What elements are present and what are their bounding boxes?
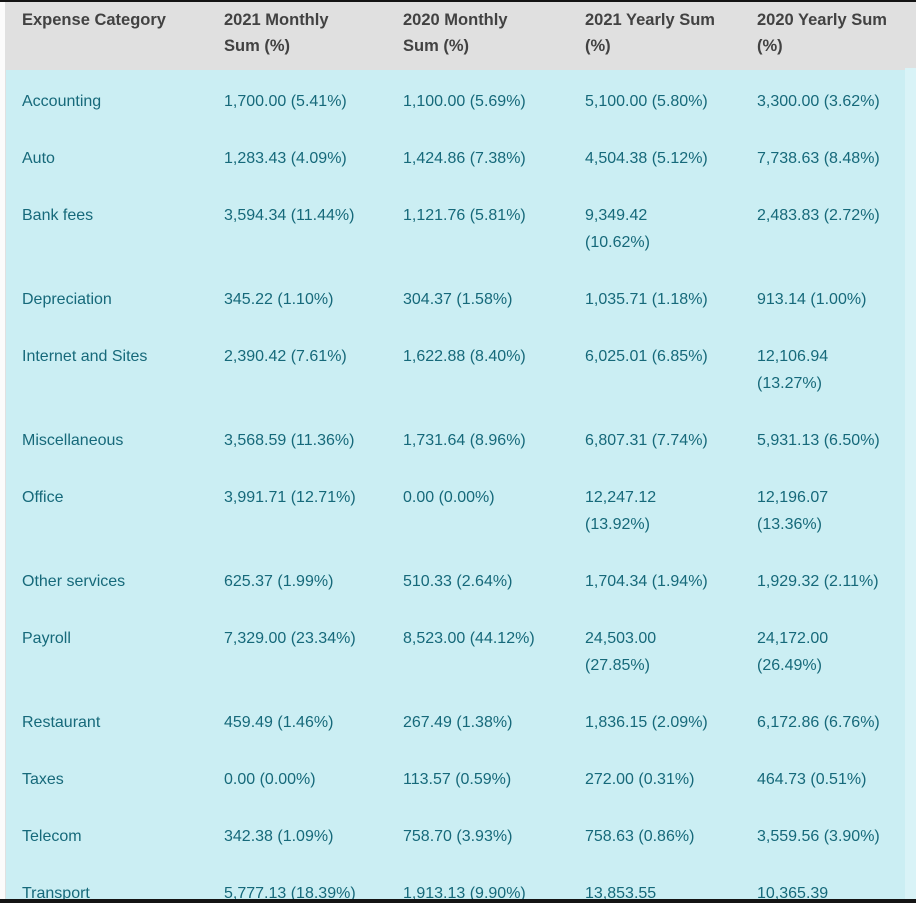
column-header-2020-monthly-sum: 2020 Monthly Sum (%) bbox=[403, 11, 508, 55]
cell-2021-yearly-sum: 5,100.00 (5.80%) bbox=[585, 93, 708, 110]
cell-expense-category: Internet and Sites bbox=[22, 348, 148, 365]
bottom-edge-bar bbox=[0, 899, 916, 903]
cell-2021-yearly-sum: 9,349.42 (10.62%) bbox=[585, 207, 650, 251]
cell-2021-monthly-sum: 3,991.71 (12.71%) bbox=[224, 489, 356, 506]
cell-2020-monthly-sum: 1,424.86 (7.38%) bbox=[403, 150, 526, 167]
table-row: Other services 625.37 (1.99%) 510.33 (2.… bbox=[6, 550, 916, 607]
cell-2020-yearly-sum: 5,931.13 (6.50%) bbox=[757, 432, 880, 449]
table-row: Depreciation 345.22 (1.10%) 304.37 (1.58… bbox=[6, 268, 916, 325]
cell-2020-monthly-sum: 1,731.64 (8.96%) bbox=[403, 432, 526, 449]
table-header-row: Expense Category 2021 Monthly Sum (%) 20… bbox=[6, 2, 916, 70]
cell-expense-category: Office bbox=[22, 489, 64, 506]
cell-2021-monthly-sum: 3,568.59 (11.36%) bbox=[224, 432, 355, 449]
table-row: Accounting 1,700.00 (5.41%) 1,100.00 (5.… bbox=[6, 70, 916, 127]
cell-2020-monthly-sum: 1,622.88 (8.40%) bbox=[403, 348, 526, 365]
cell-2021-yearly-sum: 1,704.34 (1.94%) bbox=[585, 573, 708, 590]
right-gutter bbox=[905, 68, 916, 899]
table-row: Transport 5,777.13 (18.39%) 1,913.13 (9.… bbox=[6, 862, 916, 903]
cell-2020-yearly-sum: 3,559.56 (3.90%) bbox=[757, 828, 880, 845]
cell-2020-monthly-sum: 267.49 (1.38%) bbox=[403, 714, 513, 731]
cell-expense-category: Depreciation bbox=[22, 291, 112, 308]
cell-2021-monthly-sum: 625.37 (1.99%) bbox=[224, 573, 334, 590]
cell-expense-category: Other services bbox=[22, 573, 126, 590]
cell-2021-monthly-sum: 459.49 (1.46%) bbox=[224, 714, 334, 731]
cell-expense-category: Accounting bbox=[22, 93, 102, 110]
table-body: Accounting 1,700.00 (5.41%) 1,100.00 (5.… bbox=[6, 70, 916, 903]
table-row: Internet and Sites 2,390.42 (7.61%) 1,62… bbox=[6, 325, 916, 409]
table-row: Bank fees 3,594.34 (11.44%) 1,121.76 (5.… bbox=[6, 184, 916, 268]
cell-2021-yearly-sum: 24,503.00 (27.85%) bbox=[585, 630, 657, 674]
cell-expense-category: Bank fees bbox=[22, 207, 94, 224]
cell-2021-monthly-sum: 0.00 (0.00%) bbox=[224, 771, 316, 788]
cell-2020-yearly-sum: 1,929.32 (2.11%) bbox=[757, 573, 879, 590]
cell-2021-yearly-sum: 6,807.31 (7.74%) bbox=[585, 432, 708, 449]
left-gutter bbox=[0, 2, 5, 899]
cell-2021-yearly-sum: 272.00 (0.31%) bbox=[585, 771, 695, 788]
cell-2020-monthly-sum: 1,913.13 (9.90%) bbox=[403, 885, 526, 902]
expense-table: Expense Category 2021 Monthly Sum (%) 20… bbox=[5, 2, 916, 903]
cell-expense-category: Transport bbox=[22, 885, 90, 902]
cell-expense-category: Miscellaneous bbox=[22, 432, 124, 449]
column-header-2020-yearly-sum: 2020 Yearly Sum (%) bbox=[757, 11, 887, 55]
column-header-expense-category: Expense Category bbox=[22, 11, 166, 29]
cell-2020-monthly-sum: 1,121.76 (5.81%) bbox=[403, 207, 526, 224]
cell-2020-yearly-sum: 913.14 (1.00%) bbox=[757, 291, 867, 308]
cell-2021-monthly-sum: 342.38 (1.09%) bbox=[224, 828, 334, 845]
cell-2020-yearly-sum: 12,196.07 (13.36%) bbox=[757, 489, 829, 533]
cell-2020-monthly-sum: 1,100.00 (5.69%) bbox=[403, 93, 526, 110]
cell-2020-yearly-sum: 12,106.94 (13.27%) bbox=[757, 348, 829, 392]
cell-2021-monthly-sum: 1,700.00 (5.41%) bbox=[224, 93, 347, 110]
cell-expense-category: Restaurant bbox=[22, 714, 101, 731]
cell-2021-monthly-sum: 1,283.43 (4.09%) bbox=[224, 150, 347, 167]
cell-2020-monthly-sum: 8,523.00 (44.12%) bbox=[403, 630, 535, 647]
cell-2021-monthly-sum: 345.22 (1.10%) bbox=[224, 291, 334, 308]
cell-2021-yearly-sum: 4,504.38 (5.12%) bbox=[585, 150, 708, 167]
cell-expense-category: Payroll bbox=[22, 630, 71, 647]
cell-expense-category: Telecom bbox=[22, 828, 82, 845]
cell-2021-yearly-sum: 1,836.15 (2.09%) bbox=[585, 714, 708, 731]
cell-2021-monthly-sum: 2,390.42 (7.61%) bbox=[224, 348, 347, 365]
table-row: Payroll 7,329.00 (23.34%) 8,523.00 (44.1… bbox=[6, 607, 916, 691]
cell-2021-yearly-sum: 758.63 (0.86%) bbox=[585, 828, 695, 845]
cell-2020-monthly-sum: 113.57 (0.59%) bbox=[403, 771, 512, 788]
cell-2021-yearly-sum: 1,035.71 (1.18%) bbox=[585, 291, 708, 308]
cell-2021-monthly-sum: 3,594.34 (11.44%) bbox=[224, 207, 355, 224]
cell-2020-yearly-sum: 3,300.00 (3.62%) bbox=[757, 93, 880, 110]
cell-2020-monthly-sum: 510.33 (2.64%) bbox=[403, 573, 513, 590]
cell-2021-monthly-sum: 5,777.13 (18.39%) bbox=[224, 885, 356, 902]
cell-2020-yearly-sum: 2,483.83 (2.72%) bbox=[757, 207, 880, 224]
cell-2020-monthly-sum: 304.37 (1.58%) bbox=[403, 291, 513, 308]
cell-2021-yearly-sum: 12,247.12 (13.92%) bbox=[585, 489, 657, 533]
cell-expense-category: Taxes bbox=[22, 771, 64, 788]
cell-2020-yearly-sum: 24,172.00 (26.49%) bbox=[757, 630, 829, 674]
cell-2020-monthly-sum: 758.70 (3.93%) bbox=[403, 828, 513, 845]
column-header-2021-monthly-sum: 2021 Monthly Sum (%) bbox=[224, 11, 329, 55]
table-row: Taxes 0.00 (0.00%) 113.57 (0.59%) 272.00… bbox=[6, 748, 916, 805]
cell-2021-yearly-sum: 6,025.01 (6.85%) bbox=[585, 348, 708, 365]
table-row: Auto 1,283.43 (4.09%) 1,424.86 (7.38%) 4… bbox=[6, 127, 916, 184]
table-row: Telecom 342.38 (1.09%) 758.70 (3.93%) 75… bbox=[6, 805, 916, 862]
table-row: Miscellaneous 3,568.59 (11.36%) 1,731.64… bbox=[6, 409, 916, 466]
top-edge-line bbox=[0, 0, 916, 2]
cell-2020-yearly-sum: 7,738.63 (8.48%) bbox=[757, 150, 880, 167]
table-row: Restaurant 459.49 (1.46%) 267.49 (1.38%)… bbox=[6, 691, 916, 748]
cell-2021-yearly-sum: 13,853.55 bbox=[585, 885, 657, 902]
cell-2020-yearly-sum: 6,172.86 (6.76%) bbox=[757, 714, 880, 731]
column-header-2021-yearly-sum: 2021 Yearly Sum (%) bbox=[585, 11, 715, 55]
cell-2020-monthly-sum: 0.00 (0.00%) bbox=[403, 489, 495, 506]
cell-2020-yearly-sum: 10,365.39 bbox=[757, 885, 829, 902]
cell-2020-yearly-sum: 464.73 (0.51%) bbox=[757, 771, 867, 788]
cell-expense-category: Auto bbox=[22, 150, 55, 167]
table-row: Office 3,991.71 (12.71%) 0.00 (0.00%) 12… bbox=[6, 466, 916, 550]
cell-2021-monthly-sum: 7,329.00 (23.34%) bbox=[224, 630, 356, 647]
